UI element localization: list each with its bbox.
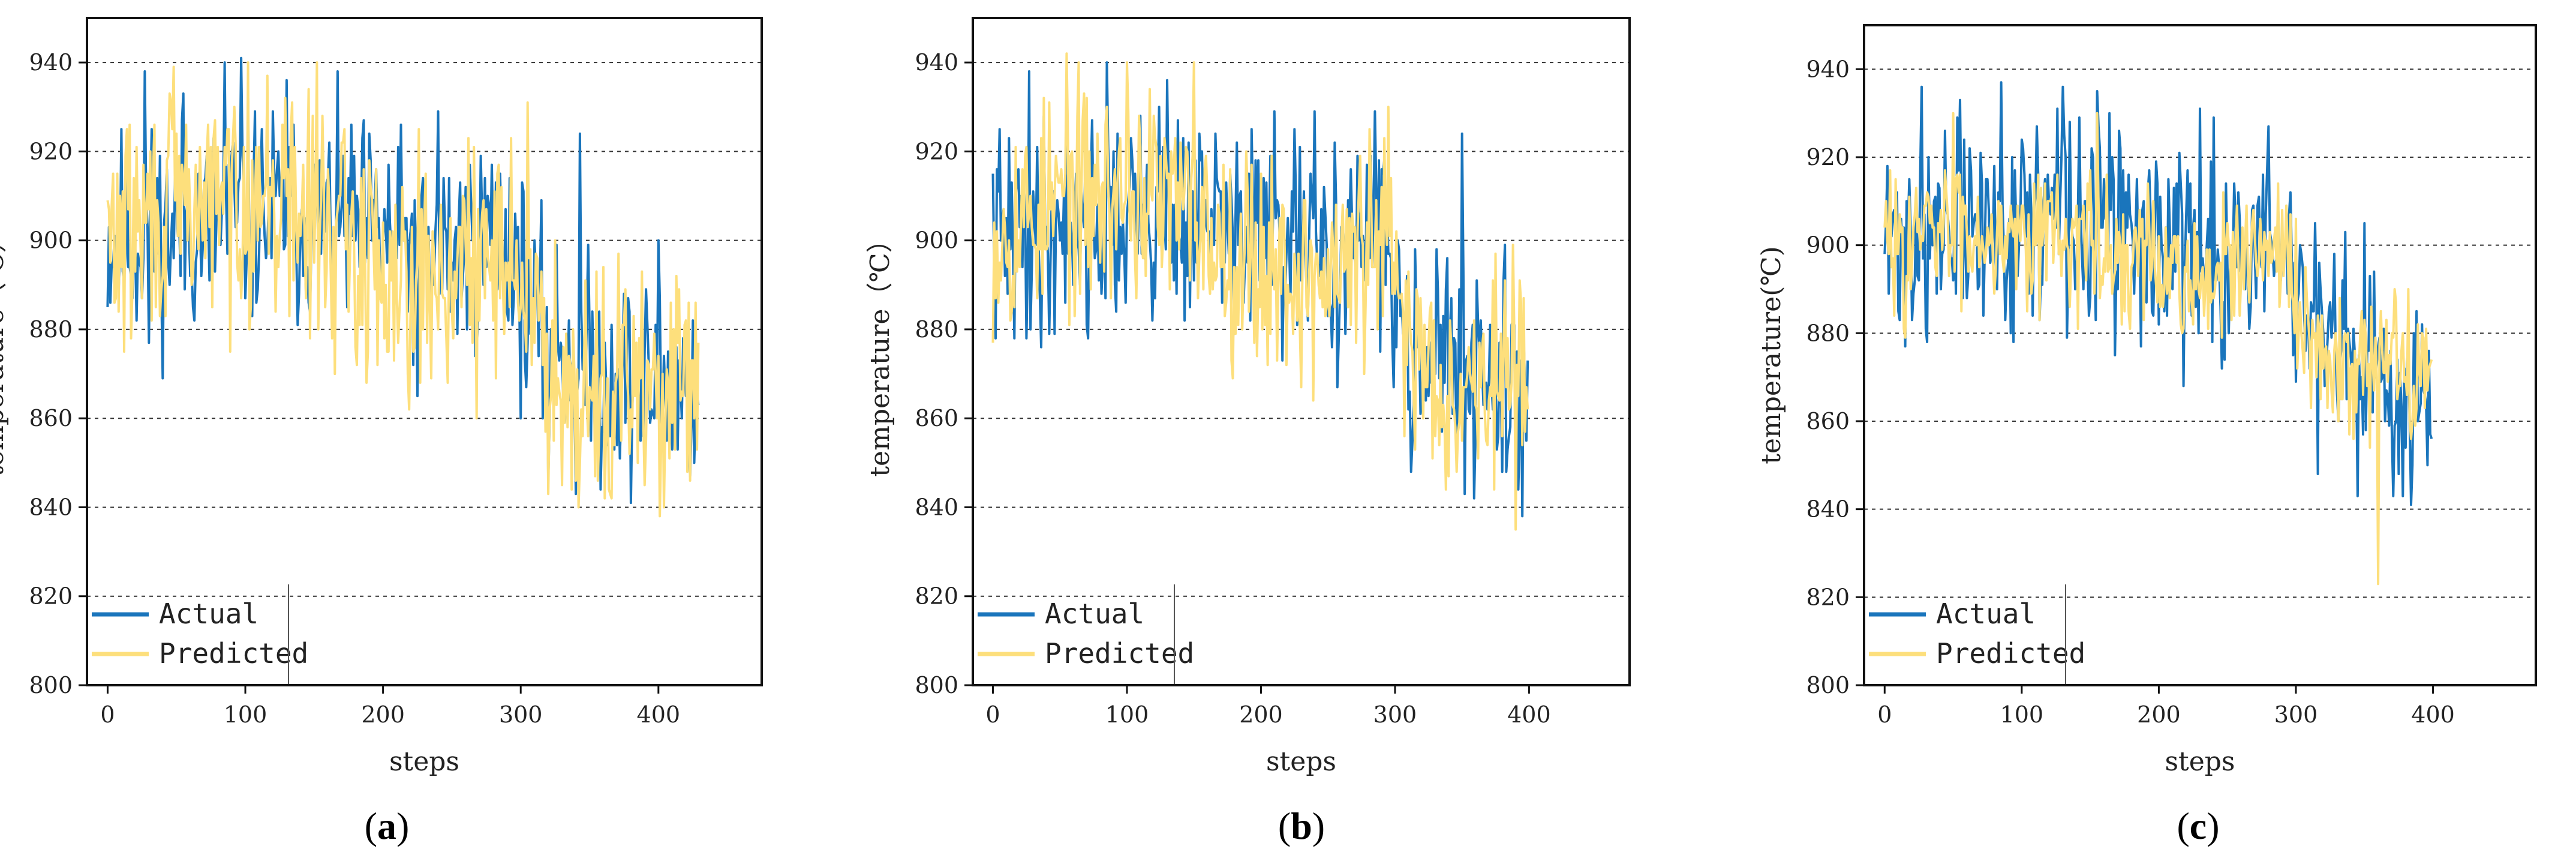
- y-tick-label: 940: [915, 49, 958, 76]
- legend-label-actual: Actual: [1045, 598, 1144, 630]
- plot-frame: [972, 17, 1631, 686]
- series-line-predicted: [991, 52, 1529, 531]
- x-tick-label: 0: [1877, 701, 1892, 728]
- x-tick-label: 400: [1507, 701, 1551, 728]
- x-tick-label: 400: [637, 701, 681, 728]
- y-axis-label: temperature（℃）: [865, 226, 895, 476]
- series-line-predicted: [1883, 112, 2433, 586]
- y-tick-label: 820: [915, 583, 958, 610]
- y-tick-label: 900: [915, 227, 958, 254]
- y-tick-label: 860: [1806, 408, 1850, 434]
- y-tick-label: 940: [1806, 56, 1850, 82]
- y-axis-label: temperature（℃）: [0, 226, 10, 476]
- legend-label-actual: Actual: [1936, 598, 2036, 630]
- x-axis-label: steps: [389, 746, 459, 777]
- y-tick-label: 840: [915, 494, 958, 520]
- y-tick-label: 800: [915, 672, 958, 698]
- y-axis-label: temperature(℃): [1756, 246, 1787, 464]
- x-tick-label: 100: [224, 701, 267, 728]
- x-tick-label: 300: [499, 701, 543, 728]
- chart-panel-b: 800 820 840 860 880 900 920 940 0 100 200 300 400 ste…: [865, 17, 1631, 847]
- x-tick-label: 300: [1373, 701, 1417, 728]
- y-tick-label: 920: [29, 138, 73, 164]
- x-tick-label: 200: [361, 701, 405, 728]
- legend: Actual Predicted: [92, 584, 308, 684]
- plot-frame: [86, 17, 763, 686]
- x-tick-label: 100: [1105, 701, 1149, 728]
- y-tick-label: 800: [29, 672, 73, 698]
- y-tick-label: 820: [29, 583, 73, 610]
- legend-label-predicted: Predicted: [1936, 637, 2085, 670]
- legend: Actual Predicted: [978, 584, 1194, 684]
- y-tick-label: 900: [29, 227, 73, 254]
- y-tick-label: 860: [915, 405, 958, 431]
- x-tick-label: 200: [2137, 701, 2181, 728]
- chart-panel-c: 800 820 840 860 880 900 920 940 0 100 200 300 400 ste…: [1756, 24, 2537, 847]
- series-line-predicted: [106, 61, 700, 518]
- panel-label: (c): [2177, 805, 2219, 847]
- series-line-actual: [106, 56, 700, 505]
- chart-panel-a: 800 820 840 860 880 900 920 940 0 100 200 300 400 ste…: [0, 17, 763, 847]
- plot-frame: [1863, 24, 2537, 686]
- x-tick-label: 100: [2000, 701, 2044, 728]
- x-tick-label: 400: [2411, 701, 2455, 728]
- x-tick-label: 0: [985, 701, 1000, 728]
- y-tick-label: 880: [1806, 320, 1850, 346]
- y-tick-label: 940: [29, 49, 73, 76]
- x-axis-label: steps: [2165, 746, 2235, 777]
- legend-label-predicted: Predicted: [159, 637, 308, 670]
- legend: Actual Predicted: [1869, 584, 2085, 684]
- y-tick-label: 840: [29, 494, 73, 520]
- panel-label: (a): [365, 805, 410, 847]
- legend-label-predicted: Predicted: [1045, 637, 1194, 670]
- x-axis-label: steps: [1266, 746, 1336, 777]
- y-tick-label: 880: [29, 316, 73, 343]
- x-tick-label: 200: [1239, 701, 1283, 728]
- y-tick-label: 840: [1806, 496, 1850, 523]
- x-tick-label: 300: [2274, 701, 2318, 728]
- y-tick-label: 920: [915, 138, 958, 164]
- panel-label: (b): [1278, 805, 1325, 847]
- y-tick-label: 900: [1806, 232, 1850, 259]
- x-tick-label: 0: [100, 701, 115, 728]
- y-tick-label: 920: [1806, 144, 1850, 170]
- legend-label-actual: Actual: [159, 598, 258, 630]
- y-tick-label: 880: [915, 316, 958, 343]
- y-tick-label: 860: [29, 405, 73, 431]
- y-tick-label: 800: [1806, 672, 1850, 698]
- y-tick-label: 820: [1806, 584, 1850, 610]
